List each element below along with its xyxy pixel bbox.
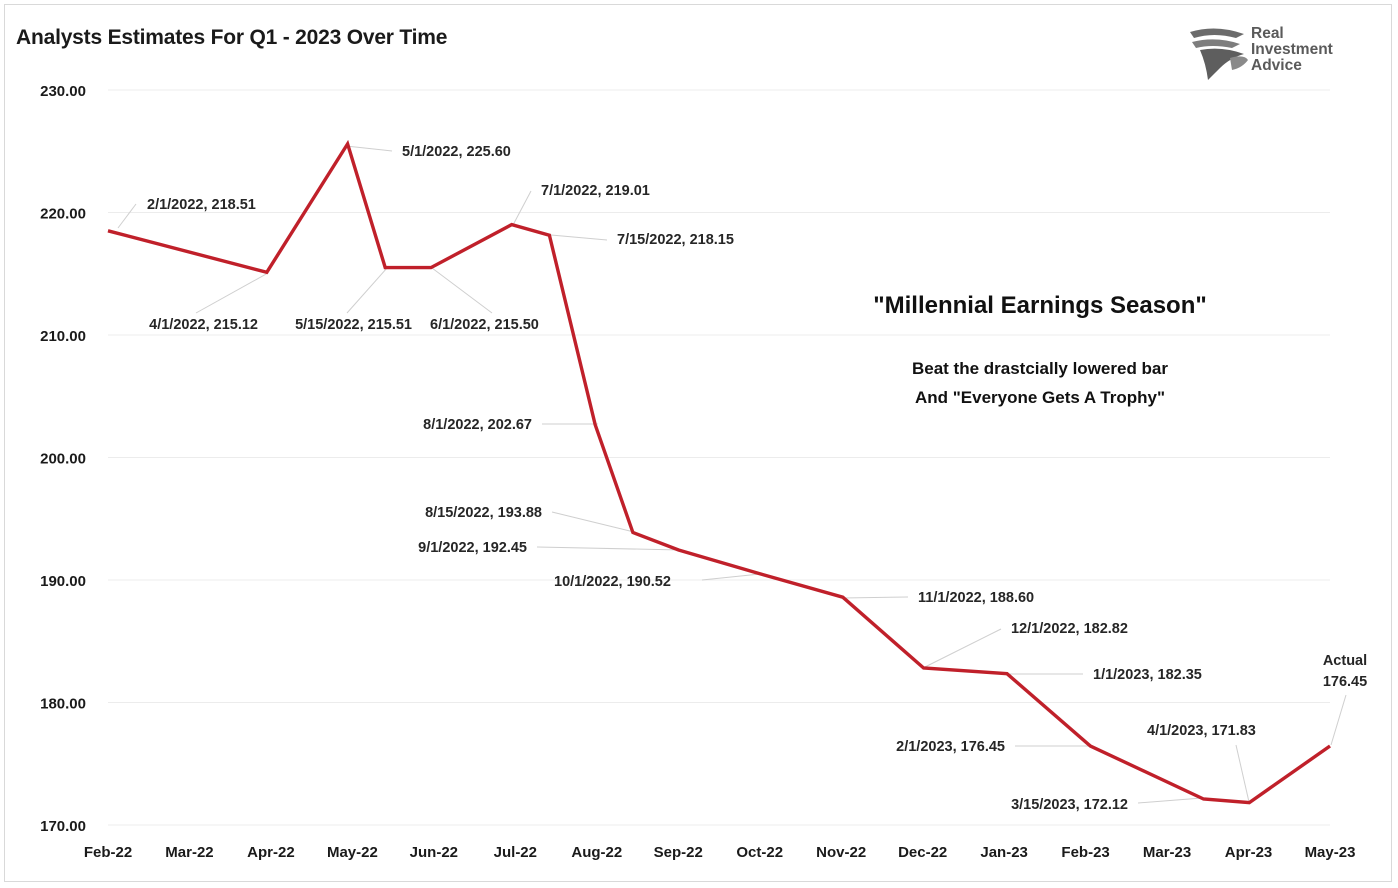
x-tick-label: Sep-22 — [654, 844, 703, 861]
x-tick-label: Apr-23 — [1225, 844, 1273, 861]
leader-line — [195, 272, 269, 314]
annotation-subtext: Beat the drastcially lowered bar And "Ev… — [820, 354, 1260, 412]
x-tick-label: Feb-23 — [1061, 844, 1109, 861]
chart-frame — [4, 4, 1392, 882]
data-label: 6/1/2022, 215.50 — [430, 317, 539, 333]
data-label: 12/1/2022, 182.82 — [1011, 621, 1128, 637]
x-tick-label: Oct-22 — [736, 844, 783, 861]
data-label: 3/15/2023, 172.12 — [1011, 797, 1128, 813]
x-axis-ticks: Feb-22 Mar-22 Apr-22 May-22 Jun-22 Jul-22 Aug-… — [84, 844, 1356, 861]
annotation-line-1: Beat the drastcially lowered bar — [911, 359, 1169, 378]
data-label: 8/15/2022, 193.88 — [425, 505, 542, 521]
x-tick-label: Jul-22 — [494, 844, 537, 861]
logo-line-2: Investment — [1251, 41, 1333, 58]
y-tick-label: 180.00 — [40, 696, 86, 713]
x-tick-label: May-22 — [327, 844, 378, 861]
x-tick-label: Apr-22 — [247, 844, 295, 861]
data-label: 7/15/2022, 218.15 — [617, 232, 734, 248]
y-tick-label: 190.00 — [40, 573, 86, 590]
logo-line-1: Real — [1251, 25, 1284, 42]
leader-line — [512, 190, 532, 226]
annotation-headline: "Millennial Earnings Season" — [873, 292, 1207, 319]
data-label: 5/15/2022, 215.51 — [295, 317, 412, 333]
logo-line-3: Advice — [1251, 57, 1302, 74]
y-tick-label: 220.00 — [40, 206, 86, 223]
y-tick-label: 200.00 — [40, 451, 86, 468]
data-label: 8/1/2022, 202.67 — [423, 417, 532, 433]
leader-line — [550, 234, 608, 241]
data-label: 4/1/2022, 215.12 — [149, 317, 258, 333]
x-tick-label: Mar-23 — [1143, 844, 1191, 861]
data-label: 1/1/2023, 182.35 — [1093, 667, 1202, 683]
data-label: Actual 176.45 — [1323, 653, 1367, 690]
leader-line — [1330, 694, 1347, 746]
data-label: 10/1/2022, 190.52 — [554, 574, 671, 590]
x-tick-label: Nov-22 — [816, 844, 866, 861]
chart-title: Analysts Estimates For Q1 - 2023 Over Ti… — [16, 26, 448, 49]
leader-line — [536, 546, 682, 551]
leader-line — [1235, 744, 1250, 803]
leader-line — [431, 267, 493, 314]
x-tick-label: Jan-23 — [980, 844, 1028, 861]
series-line — [107, 139, 1331, 805]
data-labels: 2/1/2022, 218.51 4/1/2022, 215.12 5/1/2022… — [147, 144, 1367, 813]
data-label: 9/1/2022, 192.45 — [418, 540, 527, 556]
brand-logo-text: Real Investment Advice — [1251, 26, 1333, 74]
annotation-line-2: And "Everyone Gets A Trophy" — [914, 388, 1166, 407]
y-tick-label: 210.00 — [40, 328, 86, 345]
leader-line — [551, 511, 635, 533]
x-tick-label: Mar-22 — [165, 844, 213, 861]
leader-line — [345, 145, 393, 152]
leader-line — [117, 203, 137, 229]
x-tick-label: May-23 — [1305, 844, 1356, 861]
data-label: 2/1/2023, 176.45 — [896, 739, 1005, 755]
data-label: 7/1/2022, 219.01 — [541, 183, 650, 199]
label-leader-lines — [117, 145, 1347, 804]
y-tick-label: 170.00 — [40, 818, 86, 835]
data-label: 4/1/2023, 171.83 — [1147, 723, 1256, 739]
leader-line — [1137, 797, 1203, 804]
x-tick-label: Feb-22 — [84, 844, 132, 861]
gridlines — [108, 89, 1330, 826]
data-label: 11/1/2022, 188.60 — [918, 590, 1034, 606]
leader-line — [924, 628, 1002, 668]
x-tick-label: Aug-22 — [571, 844, 622, 861]
eagle-head-icon — [1190, 28, 1248, 80]
leader-line — [842, 596, 909, 599]
data-label: 2/1/2022, 218.51 — [147, 197, 256, 213]
data-label: 5/1/2022, 225.60 — [402, 144, 511, 160]
leader-line — [701, 573, 761, 581]
leader-line — [346, 267, 388, 314]
y-tick-label: 230.00 — [40, 83, 86, 100]
x-tick-label: Jun-22 — [410, 844, 458, 861]
y-axis-ticks: 230.00 220.00 210.00 200.00 190.00 180.00 170.… — [40, 83, 86, 835]
x-tick-label: Dec-22 — [898, 844, 947, 861]
